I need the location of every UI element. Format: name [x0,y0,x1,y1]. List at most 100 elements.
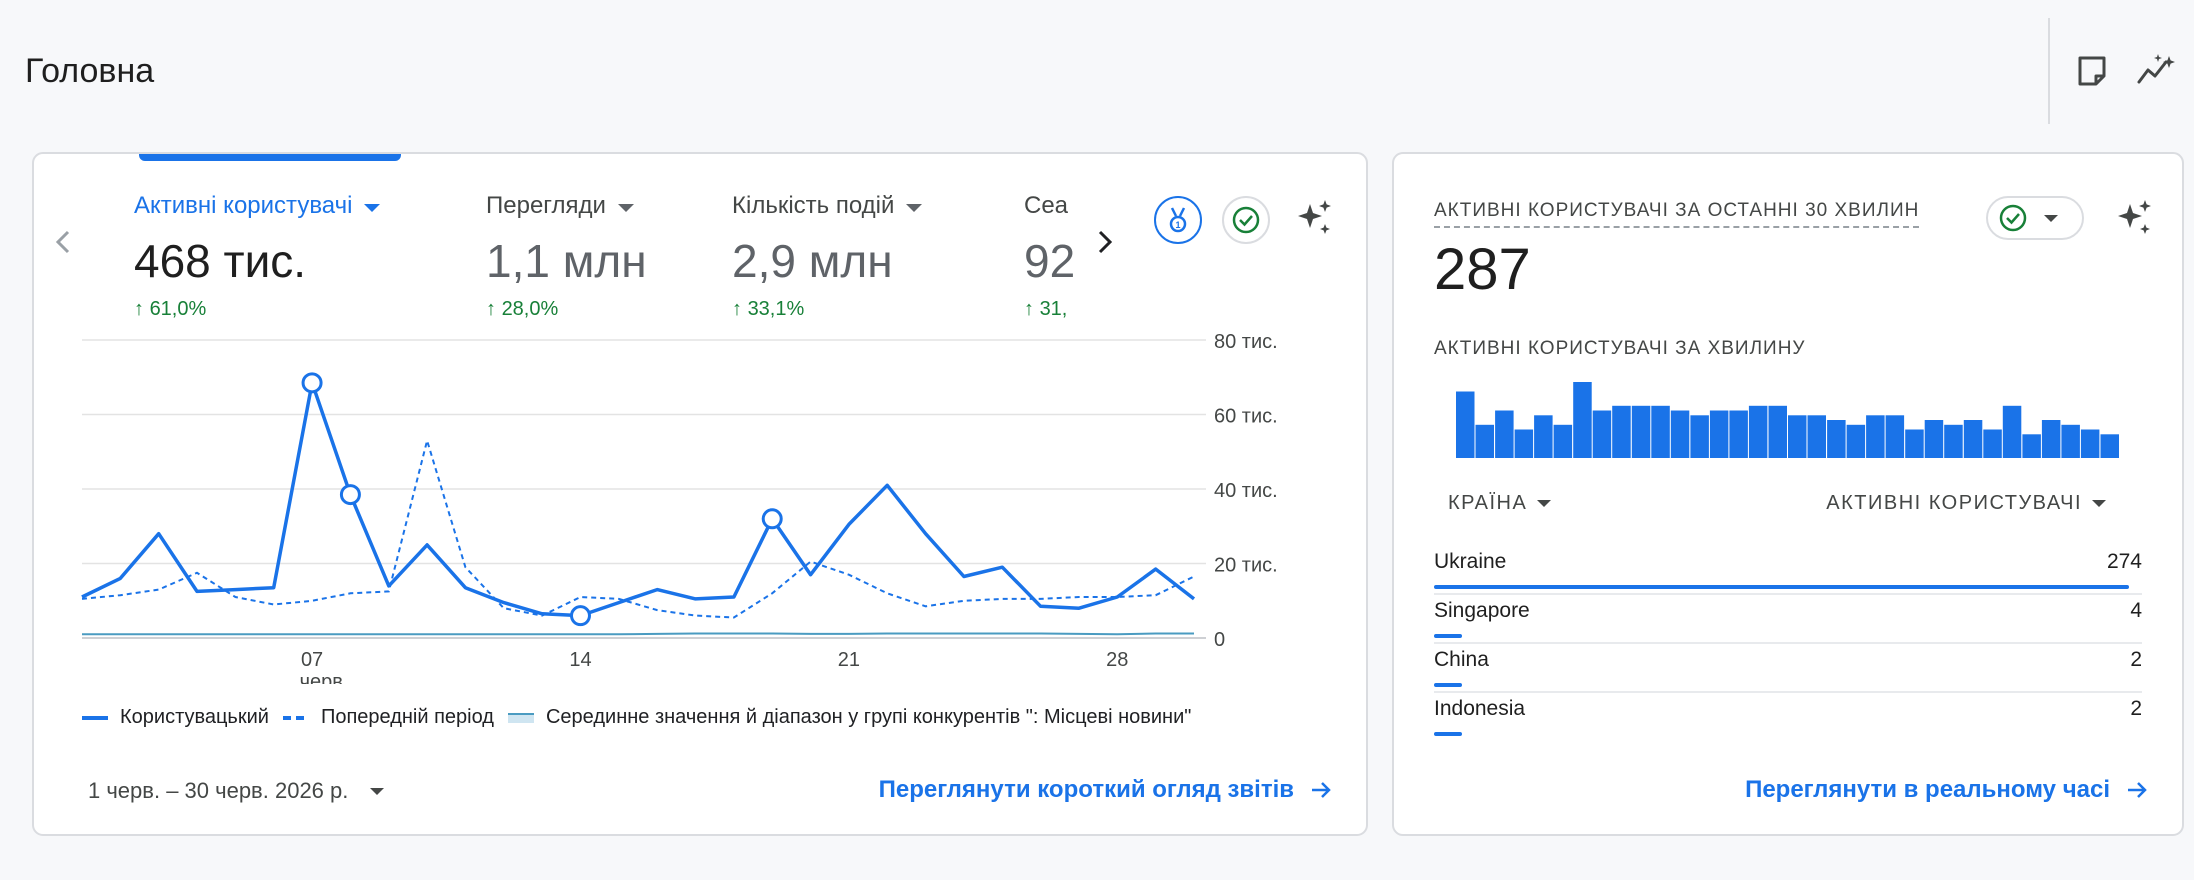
highlight-point[interactable] [569,605,591,627]
minute-bar[interactable] [1709,410,1729,459]
country-name: China [1434,648,1489,671]
minute-bar[interactable] [1885,415,1905,458]
view-reports-link[interactable]: Переглянути короткий огляд звітів [879,776,1334,804]
check-circle-icon[interactable] [1222,196,1270,244]
minute-bar[interactable] [1475,424,1495,458]
arrow-right-icon [2128,782,2147,798]
link-label: Переглянути короткий огляд звітів [878,776,1294,803]
note-icon[interactable] [2072,52,2112,92]
minute-bar[interactable] [1963,420,1983,458]
minute-bar[interactable] [1748,405,1768,458]
minute-bar[interactable] [2022,434,2041,458]
minute-bar[interactable] [1612,405,1631,458]
country-count: 2 [2130,648,2142,671]
country-row[interactable]: China 2 [1434,642,2142,693]
chevron-left-icon[interactable] [48,222,78,262]
share-bar [1434,683,1463,687]
legend-label: Попередній період [320,706,494,728]
y-tick-label: 0 [1214,629,1225,651]
chevron-right-icon[interactable] [1090,222,1120,262]
minute-bar[interactable] [1514,429,1534,459]
view-realtime-link[interactable]: Переглянути в реальному часі [1745,776,2150,804]
realtime-title[interactable]: АКТИВНІ КОРИСТУВАЧІ ЗА ОСТАННІ 30 ХВИЛИН [1434,200,1920,228]
minute-bar[interactable] [2061,424,2080,458]
minute-bar[interactable] [1768,405,1788,458]
sparkle-icon[interactable] [1294,198,1336,240]
highlight-point[interactable] [761,508,783,530]
country-row[interactable]: Ukraine 274 [1434,544,2142,595]
x-tick-label: 14 [569,649,591,671]
column-header-country[interactable]: КРАЇНА [1448,492,1552,515]
minute-bar[interactable] [1631,405,1651,458]
x-tick-label: 07 [301,649,323,671]
caret-down-icon [617,203,634,212]
legend-item-users[interactable]: Користувацький [82,706,269,729]
metric-change: 28,0% [501,298,559,320]
insights-icon[interactable] [2136,52,2176,92]
y-tick-label: 20 тис. [1214,555,1278,577]
minute-bar[interactable] [1670,410,1690,459]
metric-event-count[interactable]: Кількість подій 2,9 млн ↑ 33,1% [732,192,923,321]
country-row[interactable]: Singapore 4 [1434,593,2142,644]
date-range-selector[interactable]: 1 черв. – 30 черв. 2026 р. [88,778,385,804]
per-minute-subtitle: АКТИВНІ КОРИСТУВАЧІ ЗА ХВИЛИНУ [1434,338,1806,359]
country-row[interactable]: Indonesia 2 [1434,691,2142,740]
column-header-active-users[interactable]: АКТИВНІ КОРИСТУВАЧІ [1826,492,2106,515]
sparkle-icon[interactable] [2114,198,2156,240]
country-count: 2 [2130,697,2142,720]
benchmark-toggle[interactable] [1986,196,2084,240]
caret-down-icon [1537,500,1552,507]
minute-bar[interactable] [2100,434,2120,458]
date-range-label: 1 черв. – 30 черв. 2026 р. [88,778,349,803]
highlight-point[interactable] [339,484,361,506]
minute-bar[interactable] [1807,415,1827,458]
metric-value: 468 тис. [134,235,307,287]
minute-bar[interactable] [1651,405,1670,458]
minute-bar[interactable] [1729,410,1748,459]
minute-bar[interactable] [1866,415,1885,458]
metric-change: 33,1% [747,298,805,320]
minute-bar[interactable] [1456,391,1475,459]
minute-bar[interactable] [1983,429,2002,459]
minute-bar[interactable] [1553,424,1573,458]
metric-sessions[interactable]: Сеа 92 ↑ 31, [1024,192,1076,320]
legend-item-benchmark[interactable]: Серединне значення й діапазон у групі ко… [507,706,1191,729]
active-tab-indicator [139,154,401,161]
metrics-carousel: Активні користувачі 468 тис. ↑ 61,0% Пер… [134,154,1104,334]
minute-bar[interactable] [1534,415,1553,458]
share-bar [1434,585,2130,589]
minute-bar[interactable] [1573,382,1592,458]
minute-bar[interactable] [1827,420,1846,458]
metric-views[interactable]: Перегляди 1,1 млн ↑ 28,0% [486,192,647,320]
medal-icon[interactable]: 1 [1154,196,1202,244]
minute-bar[interactable] [1905,429,1924,459]
highlight-point[interactable] [301,372,323,394]
minute-bar[interactable] [1592,410,1612,459]
metric-value: 2,9 млн [732,235,893,287]
caret-down-icon [2092,500,2106,507]
realtime-value: 287 [1434,237,1531,302]
legend-item-previous[interactable]: Попередній період [282,706,494,729]
minute-bar[interactable] [2080,429,2100,459]
minute-bar[interactable] [1495,410,1514,459]
country-count: 4 [2130,599,2142,622]
y-tick-label: 60 тис. [1214,406,1278,428]
minute-bar[interactable] [1944,424,1963,458]
metric-change: 31, [1039,298,1068,320]
dashed-line-swatch [282,715,309,720]
per-minute-bar-chart [1456,382,2120,459]
arrow-right-icon [1312,782,1331,798]
minute-bar[interactable] [1924,420,1944,458]
caret-down-icon [370,787,385,795]
metric-active-users[interactable]: Активні користувачі 468 тис. ↑ 61,0% [134,192,381,321]
x-tick-label: 21 [838,649,860,671]
minute-bar[interactable] [2002,405,2022,458]
minute-bar[interactable] [1846,424,1866,458]
x-tick-label: 28 [1106,649,1128,671]
series-benchmark-line [82,632,1194,636]
minute-bar[interactable] [2041,420,2061,458]
y-tick-label: 40 тис. [1214,480,1278,502]
minute-bar[interactable] [1690,415,1709,458]
minute-bar[interactable] [1788,415,1807,458]
